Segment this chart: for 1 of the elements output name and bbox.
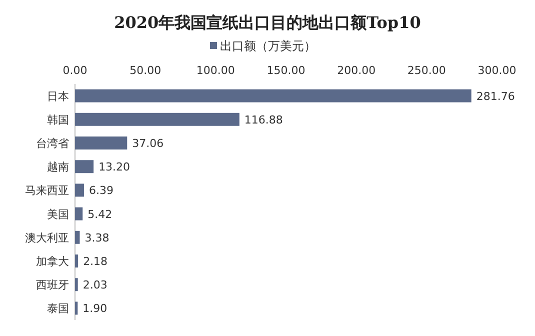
title: 2020年我国宣纸出口目的地出口额Top10 (114, 13, 421, 32)
